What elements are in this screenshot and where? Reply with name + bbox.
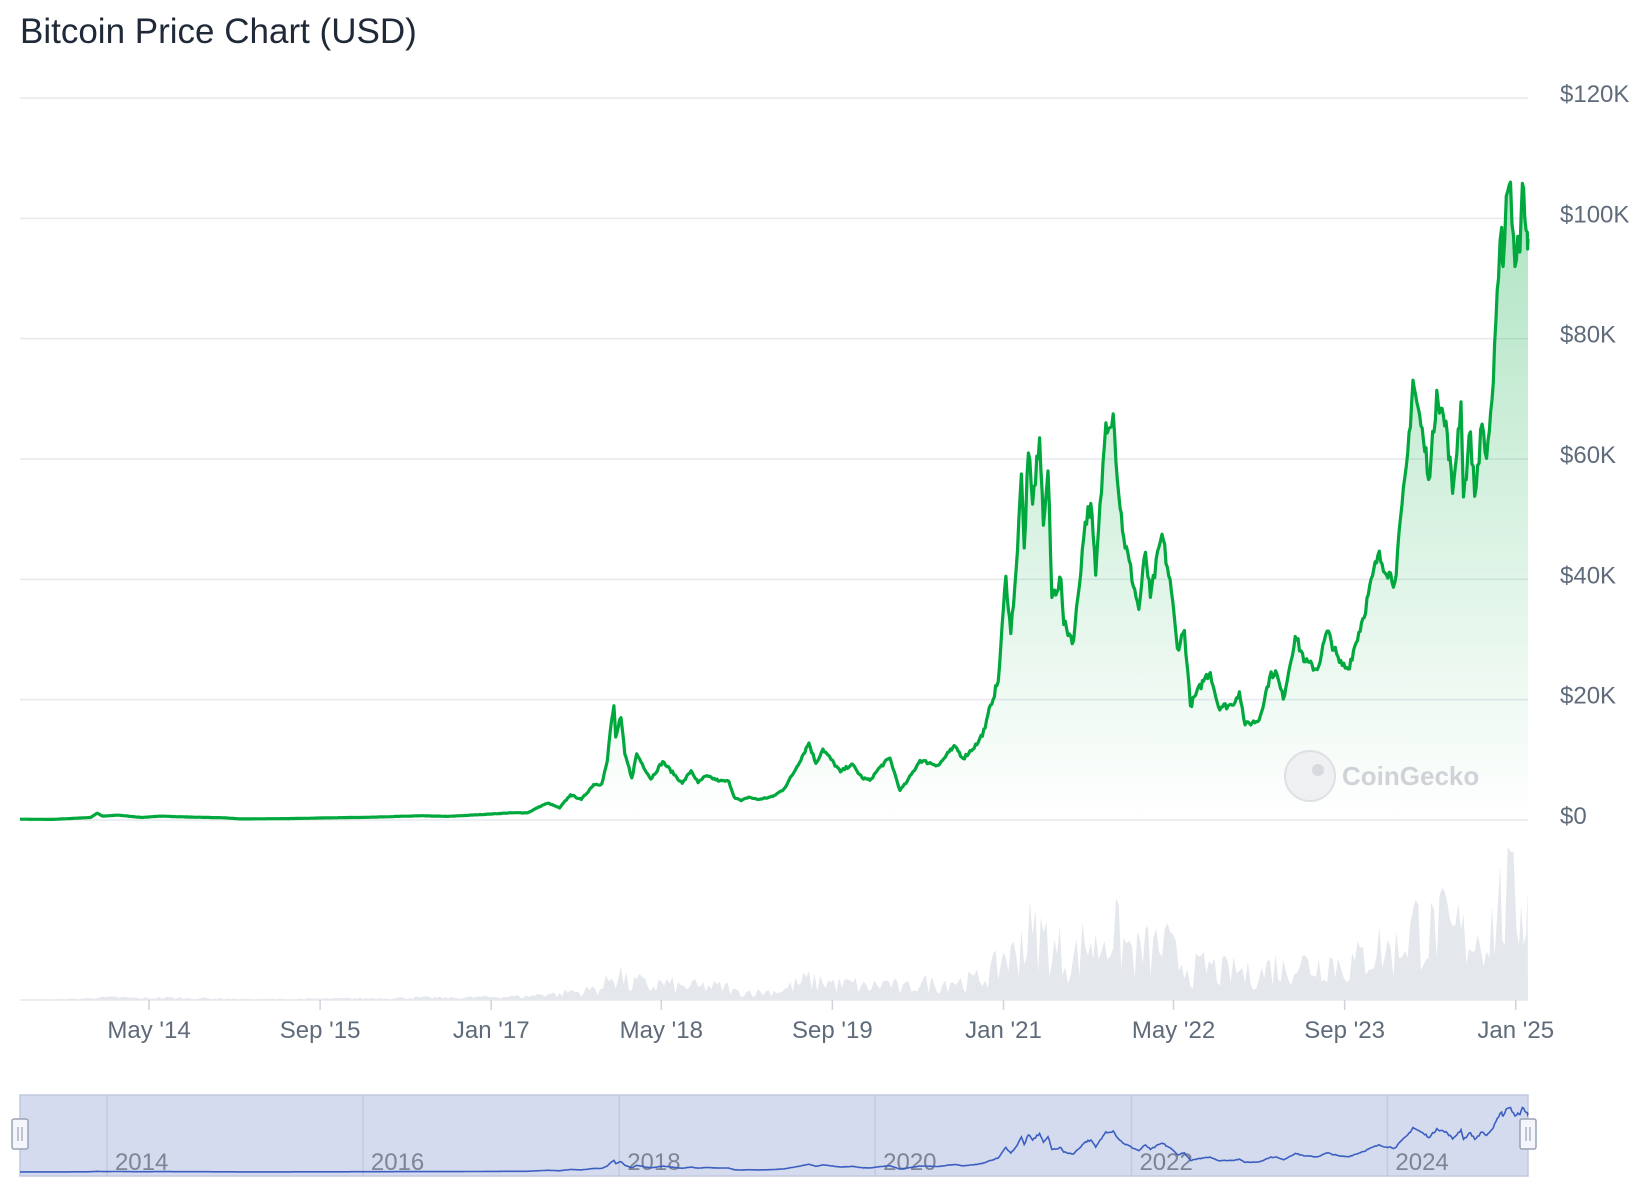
x-tick-label: Jan '21 xyxy=(965,1017,1042,1044)
y-tick-label: $100K xyxy=(1560,201,1629,228)
navigator-tick-label: 2024 xyxy=(1395,1149,1448,1176)
y-tick-label: $20K xyxy=(1560,683,1616,710)
x-tick-label: Sep '19 xyxy=(792,1017,873,1044)
watermark-text: CoinGecko xyxy=(1342,761,1479,791)
gecko-logo-icon xyxy=(1284,750,1336,802)
x-axis: May '14 Sep '15 Jan '17 May '18 Sep '19 Jan '… xyxy=(107,1000,1554,1044)
coingecko-watermark: CoinGecko xyxy=(1284,750,1479,802)
volume-bars xyxy=(20,846,1528,1001)
price-area xyxy=(20,182,1528,820)
y-tick-label: $40K xyxy=(1560,562,1616,589)
range-navigator[interactable]: 2014 2016 2018 2020 2022 2024 xyxy=(11,1094,1537,1177)
navigator-tick-label: 2020 xyxy=(883,1149,936,1176)
price-line[interactable] xyxy=(19,180,1530,821)
x-tick-label: Jan '17 xyxy=(453,1017,530,1044)
y-tick-label: $120K xyxy=(1560,81,1629,108)
navigator-series xyxy=(20,1106,1529,1173)
y-tick-label: $60K xyxy=(1560,442,1616,469)
x-tick-label: May '14 xyxy=(107,1017,190,1044)
navigator-handle-left[interactable] xyxy=(11,1118,29,1150)
y-axis: $0 $20K $40K $60K $80K $100K $120K xyxy=(1560,81,1629,830)
navigator-tick-label: 2018 xyxy=(627,1149,680,1176)
y-tick-label: $0 xyxy=(1560,803,1587,830)
navigator-handle-right[interactable] xyxy=(1519,1118,1537,1150)
y-tick-label: $80K xyxy=(1560,322,1616,349)
x-tick-label: May '22 xyxy=(1132,1017,1215,1044)
x-tick-label: Sep '15 xyxy=(280,1017,361,1044)
gecko-eye-icon xyxy=(1312,764,1324,776)
chart-title: Bitcoin Price Chart (USD) xyxy=(20,12,417,51)
navigator-selection[interactable] xyxy=(19,1094,1529,1177)
x-tick-label: Jan '25 xyxy=(1477,1017,1554,1044)
volume-area xyxy=(20,846,1528,1000)
x-tick-label: May '18 xyxy=(620,1017,703,1044)
x-tick-label: Sep '23 xyxy=(1304,1017,1385,1044)
